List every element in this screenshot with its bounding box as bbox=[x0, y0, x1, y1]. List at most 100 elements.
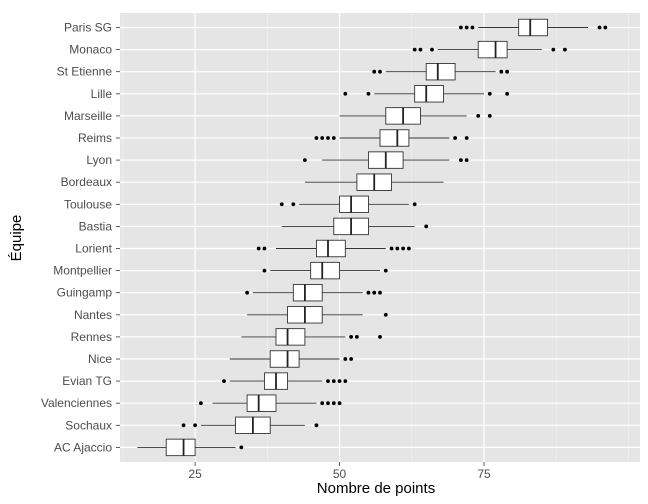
outlier-point bbox=[378, 290, 382, 295]
box-iqr bbox=[414, 85, 445, 103]
outlier-point bbox=[331, 379, 336, 383]
outlier-point bbox=[343, 357, 348, 361]
y-tick-label: Sochaux bbox=[65, 418, 112, 432]
box-lyon bbox=[302, 151, 469, 169]
y-tick-label: Lille bbox=[91, 87, 113, 101]
box-bastia bbox=[281, 217, 429, 236]
outlier-point bbox=[487, 114, 492, 118]
outlier-point bbox=[389, 246, 394, 251]
box-iqr bbox=[165, 438, 196, 457]
box-iqr bbox=[425, 63, 456, 81]
outlier-point bbox=[331, 136, 336, 140]
box-montpellier bbox=[262, 261, 388, 280]
outlier-point bbox=[343, 379, 348, 383]
outlier-point bbox=[458, 25, 463, 30]
outlier-point bbox=[464, 136, 469, 140]
y-tick-label: Evian TG bbox=[62, 374, 112, 388]
outlier-point bbox=[603, 25, 608, 30]
y-tick-label: Bastia bbox=[79, 219, 113, 233]
outlier-point bbox=[464, 25, 469, 30]
x-tick-label: 75 bbox=[477, 467, 491, 481]
outlier-point bbox=[302, 158, 307, 163]
y-tick-label: Marseille bbox=[64, 109, 112, 123]
box-iqr bbox=[246, 394, 277, 412]
box-monaco bbox=[412, 40, 567, 59]
outlier-point bbox=[198, 401, 203, 406]
outlier-point bbox=[366, 91, 371, 96]
y-tick-label: Nice bbox=[88, 352, 112, 366]
outlier-point bbox=[430, 47, 434, 52]
x-axis: 25 50 75 bbox=[188, 462, 491, 481]
outlier-point bbox=[378, 69, 382, 74]
box-iqr bbox=[518, 18, 549, 37]
box-toulouse bbox=[279, 195, 417, 214]
box-marseille bbox=[339, 107, 492, 125]
outlier-point bbox=[395, 246, 400, 251]
y-axis: Paris SG Monaco St Etienne Lille Marseille Re… bbox=[41, 21, 120, 454]
outlier-point bbox=[383, 312, 388, 317]
y-tick-label: Guingamp bbox=[57, 286, 113, 300]
outlier-point bbox=[406, 246, 411, 251]
box-lorient bbox=[256, 239, 411, 258]
outlier-point bbox=[337, 401, 342, 406]
outlier-point bbox=[464, 158, 469, 163]
x-axis-title: Nombre de points bbox=[317, 480, 435, 497]
y-tick-label: Nantes bbox=[74, 308, 112, 322]
box-nice bbox=[229, 350, 354, 368]
outlier-point bbox=[343, 91, 348, 96]
box-lille bbox=[343, 85, 510, 103]
outlier-point bbox=[326, 136, 330, 140]
y-tick-label: Lorient bbox=[75, 242, 112, 256]
box-paris-sg bbox=[458, 18, 608, 37]
outlier-point bbox=[372, 290, 377, 295]
box-iqr bbox=[292, 284, 323, 302]
outlier-point bbox=[349, 357, 354, 361]
y-tick-label: St Etienne bbox=[57, 65, 113, 79]
outlier-point bbox=[383, 268, 388, 273]
outlier-point bbox=[412, 202, 417, 207]
box-iqr bbox=[379, 129, 410, 147]
plot-panel bbox=[120, 13, 640, 462]
outlier-point bbox=[291, 202, 296, 207]
outlier-point bbox=[314, 423, 319, 428]
boxes bbox=[137, 18, 608, 457]
box-iqr bbox=[315, 239, 346, 258]
box-guingamp bbox=[245, 284, 382, 302]
y-tick-label: AC Ajaccio bbox=[54, 440, 112, 454]
box-iqr bbox=[310, 261, 341, 280]
y-tick-label: Monaco bbox=[69, 43, 112, 57]
y-axis-title: Équipe bbox=[8, 215, 25, 262]
outlier-point bbox=[476, 114, 481, 118]
box-iqr bbox=[339, 195, 369, 214]
outlier-point bbox=[562, 47, 567, 52]
outlier-point bbox=[320, 401, 325, 406]
box-iqr bbox=[477, 40, 508, 59]
outlier-point bbox=[551, 47, 556, 52]
box-valenciennes bbox=[198, 394, 342, 412]
outlier-point bbox=[418, 47, 423, 52]
outlier-point bbox=[245, 290, 250, 295]
outlier-point bbox=[262, 246, 267, 251]
y-tick-label: Rennes bbox=[71, 330, 112, 344]
outlier-point bbox=[193, 423, 198, 428]
outlier-point bbox=[597, 25, 602, 30]
y-tick-label: Bordeaux bbox=[61, 175, 112, 189]
outlier-point bbox=[326, 379, 330, 383]
outlier-point bbox=[262, 268, 267, 273]
outlier-point bbox=[314, 136, 319, 140]
box-sochaux bbox=[181, 416, 319, 434]
outlier-point bbox=[320, 136, 325, 140]
box-nantes bbox=[247, 306, 388, 324]
y-tick-label: Montpellier bbox=[53, 264, 112, 278]
outlier-point bbox=[424, 224, 429, 229]
outlier-point bbox=[401, 246, 406, 251]
y-tick-label: Paris SG bbox=[64, 21, 112, 35]
outlier-point bbox=[256, 246, 261, 251]
outlier-point bbox=[181, 423, 186, 428]
box-evian-tg bbox=[222, 372, 348, 390]
box-rennes bbox=[241, 328, 382, 346]
box-iqr bbox=[275, 328, 306, 346]
outlier-point bbox=[331, 401, 336, 406]
box-iqr bbox=[269, 350, 300, 368]
